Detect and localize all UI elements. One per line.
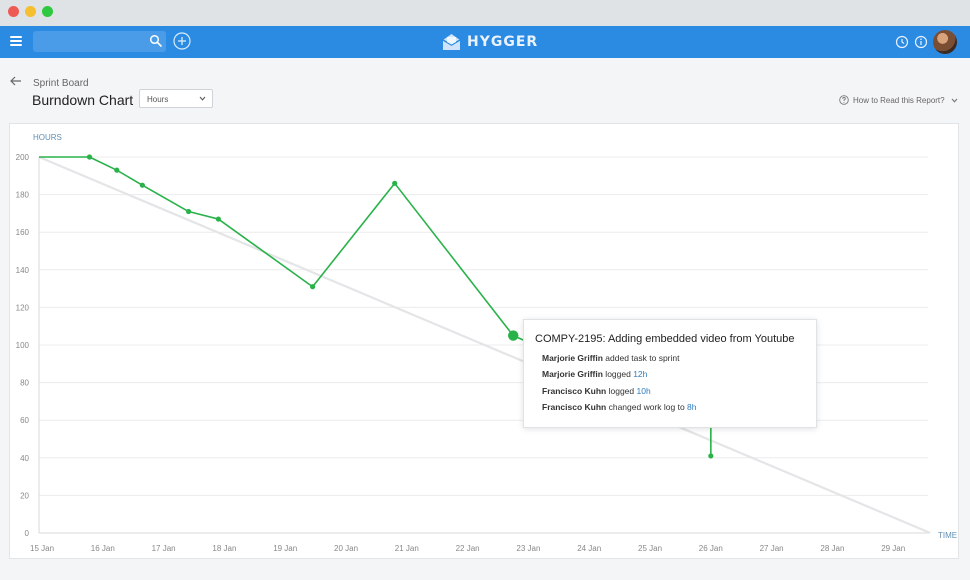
x-tick-label: 20 Jan bbox=[334, 544, 358, 553]
tooltip-user: Marjorie Griffin bbox=[542, 369, 603, 379]
x-tick-label: 21 Jan bbox=[395, 544, 419, 553]
ideal-burndown-line bbox=[38, 155, 931, 535]
search-input[interactable] bbox=[33, 31, 166, 52]
tooltip-user: Francisco Kuhn bbox=[542, 402, 607, 412]
page-title: Burndown Chart bbox=[32, 92, 134, 108]
back-arrow-icon[interactable] bbox=[10, 76, 22, 86]
tooltip-action: logged bbox=[602, 369, 634, 379]
y-tick-label: 60 bbox=[20, 416, 29, 425]
x-axis-label: TIME bbox=[938, 531, 957, 540]
window-titlebar bbox=[0, 0, 970, 26]
y-tick-label: 180 bbox=[16, 191, 30, 200]
grid-layer bbox=[38, 156, 928, 534]
tooltip-row: Marjorie Griffin logged 12h bbox=[542, 369, 647, 379]
tooltip-action: changed work log to bbox=[606, 402, 688, 412]
x-tick-label: 28 Jan bbox=[820, 544, 844, 553]
unit-select[interactable]: Hours bbox=[139, 89, 213, 108]
data-point bbox=[392, 180, 398, 186]
how-to-read-link[interactable]: How to Read this Report? bbox=[839, 95, 958, 105]
x-tick-label: 24 Jan bbox=[577, 544, 601, 553]
x-tick-label: 29 Jan bbox=[881, 544, 905, 553]
tick-layer: 0 20 40 60 80 100 120 140 160 180 200 15 Jan 16 Jan 1… bbox=[16, 153, 906, 553]
data-point bbox=[708, 453, 714, 459]
x-tick-label: 26 Jan bbox=[699, 544, 723, 553]
x-tick-label: 15 Jan bbox=[30, 544, 54, 553]
x-tick-label: 23 Jan bbox=[516, 544, 540, 553]
zoom-window-button[interactable] bbox=[42, 6, 53, 17]
data-point bbox=[86, 154, 93, 160]
x-tick-label: 19 Jan bbox=[273, 544, 297, 553]
data-point bbox=[215, 216, 221, 222]
tooltip-row: Francisco Kuhn logged 10h bbox=[542, 386, 651, 396]
chevron-down-icon bbox=[951, 98, 958, 103]
chevron-down-icon bbox=[199, 96, 206, 101]
y-tick-label: 20 bbox=[20, 491, 29, 500]
add-icon[interactable] bbox=[173, 32, 191, 50]
brand-name: HYGGER bbox=[467, 34, 539, 50]
x-tick-label: 27 Jan bbox=[760, 544, 784, 553]
tooltip-value: 8h bbox=[687, 402, 697, 412]
y-tick-label: 0 bbox=[25, 529, 30, 538]
tooltip-row: Francisco Kuhn changed work log to 8h bbox=[542, 402, 697, 412]
x-tick-label: 22 Jan bbox=[456, 544, 480, 553]
x-tick-label: 16 Jan bbox=[91, 544, 115, 553]
y-tick-label: 140 bbox=[16, 266, 30, 275]
logo-icon bbox=[442, 34, 461, 50]
tooltip-user: Marjorie Griffin bbox=[542, 353, 603, 363]
hygger-logo[interactable]: HYGGER bbox=[442, 31, 538, 53]
data-point bbox=[185, 208, 192, 215]
breadcrumb[interactable]: Sprint Board bbox=[33, 78, 89, 89]
chart-tooltip: COMPY-2195: Adding embedded video from Y… bbox=[523, 319, 817, 428]
y-tick-label: 100 bbox=[16, 341, 30, 350]
y-axis-label: HOURS bbox=[33, 133, 62, 142]
highlighted-data-point bbox=[508, 330, 519, 341]
y-tick-label: 160 bbox=[16, 228, 30, 237]
y-tick-label: 80 bbox=[20, 379, 29, 388]
info-icon[interactable] bbox=[914, 35, 928, 49]
y-tick-label: 120 bbox=[16, 303, 30, 312]
y-tick-label: 200 bbox=[16, 153, 30, 162]
help-link-label: How to Read this Report? bbox=[853, 95, 945, 105]
unit-select-value: Hours bbox=[147, 95, 169, 104]
minimize-window-button[interactable] bbox=[25, 6, 36, 17]
menu-icon[interactable] bbox=[10, 36, 22, 46]
tooltip-value: 12h bbox=[633, 369, 648, 379]
data-point bbox=[310, 284, 316, 290]
x-tick-label: 25 Jan bbox=[638, 544, 662, 553]
tooltip-value: 10h bbox=[636, 386, 651, 396]
data-point bbox=[114, 167, 120, 173]
app-header: HYGGER bbox=[0, 26, 970, 58]
tooltip-user: Francisco Kuhn bbox=[542, 386, 607, 396]
clock-icon[interactable] bbox=[895, 35, 909, 49]
tooltip-action: added task to sprint bbox=[602, 353, 680, 363]
y-tick-label: 40 bbox=[20, 454, 29, 463]
close-window-button[interactable] bbox=[8, 6, 19, 17]
tooltip-title: COMPY-2195: Adding embedded video from Y… bbox=[535, 333, 795, 345]
x-tick-label: 17 Jan bbox=[152, 544, 176, 553]
data-point bbox=[139, 182, 145, 188]
x-tick-label: 18 Jan bbox=[212, 544, 236, 553]
help-icon bbox=[839, 95, 849, 105]
tooltip-action: logged bbox=[606, 386, 637, 396]
search-icon[interactable] bbox=[149, 34, 163, 48]
user-avatar[interactable] bbox=[933, 30, 957, 54]
burndown-chart: 0 20 40 60 80 100 120 140 160 180 200 15 Jan 16 Jan 1… bbox=[16, 133, 957, 553]
tooltip-row: Marjorie Griffin added task to sprint bbox=[542, 353, 679, 363]
